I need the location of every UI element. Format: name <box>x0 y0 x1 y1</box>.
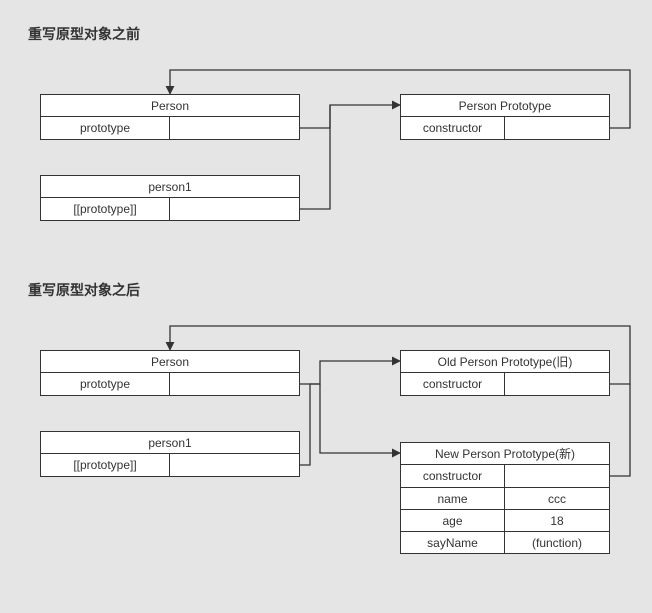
s2-new-proto-title: New Person Prototype(新) <box>401 443 609 465</box>
s2-new-proto-r3-l: sayName <box>401 532 505 553</box>
s1-proto-constructor-val <box>505 117 609 139</box>
section1-title: 重写原型对象之前 <box>28 24 140 44</box>
table-row: name ccc <box>401 487 609 509</box>
s2-old-proto-constructor-label: constructor <box>401 373 505 395</box>
s2-person1-title: person1 <box>41 432 299 454</box>
s1-person-box: Person prototype <box>40 94 300 140</box>
diagram-canvas: 重写原型对象之前 Person prototype person1 [[prot… <box>0 0 652 613</box>
table-row: [[prototype]] <box>41 454 299 476</box>
s1-proto-constructor-label: constructor <box>401 117 505 139</box>
s2-old-proto-title: Old Person Prototype(旧) <box>401 351 609 373</box>
s2-new-proto-r3-r: (function) <box>505 532 609 553</box>
table-row: sayName (function) <box>401 531 609 553</box>
s2-person1-box: person1 [[prototype]] <box>40 431 300 477</box>
table-row: constructor <box>401 373 609 395</box>
table-row: constructor <box>401 117 609 139</box>
s2-person-title: Person <box>41 351 299 373</box>
table-row: age 18 <box>401 509 609 531</box>
s2-person-prototype-label: prototype <box>41 373 170 395</box>
s2-person1-proto-label: [[prototype]] <box>41 454 170 476</box>
s2-person1-proto-val <box>170 454 299 476</box>
s1-person1-proto-val <box>170 198 299 220</box>
s1-proto-box: Person Prototype constructor <box>400 94 610 140</box>
s1-person-prototype-label: prototype <box>41 117 170 139</box>
s2-old-proto-constructor-val <box>505 373 609 395</box>
s2-person-prototype-val <box>170 373 299 395</box>
table-row: prototype <box>41 373 299 395</box>
s1-person-title: Person <box>41 95 299 117</box>
s2-person-box: Person prototype <box>40 350 300 396</box>
table-row: prototype <box>41 117 299 139</box>
s1-person1-proto-label: [[prototype]] <box>41 198 170 220</box>
s2-new-proto-r1-l: name <box>401 488 505 509</box>
s2-new-proto-r2-r: 18 <box>505 510 609 531</box>
s2-new-proto-box: New Person Prototype(新) constructor name… <box>400 442 610 554</box>
section2-title: 重写原型对象之后 <box>28 280 140 300</box>
s1-person1-title: person1 <box>41 176 299 198</box>
s2-old-proto-box: Old Person Prototype(旧) constructor <box>400 350 610 396</box>
s2-new-proto-r0-r <box>505 465 609 487</box>
s2-new-proto-r0-l: constructor <box>401 465 505 487</box>
s1-person-prototype-val <box>170 117 299 139</box>
s2-new-proto-r1-r: ccc <box>505 488 609 509</box>
s1-person1-box: person1 [[prototype]] <box>40 175 300 221</box>
s2-new-proto-r2-l: age <box>401 510 505 531</box>
table-row: [[prototype]] <box>41 198 299 220</box>
s1-proto-title: Person Prototype <box>401 95 609 117</box>
table-row: constructor <box>401 465 609 487</box>
